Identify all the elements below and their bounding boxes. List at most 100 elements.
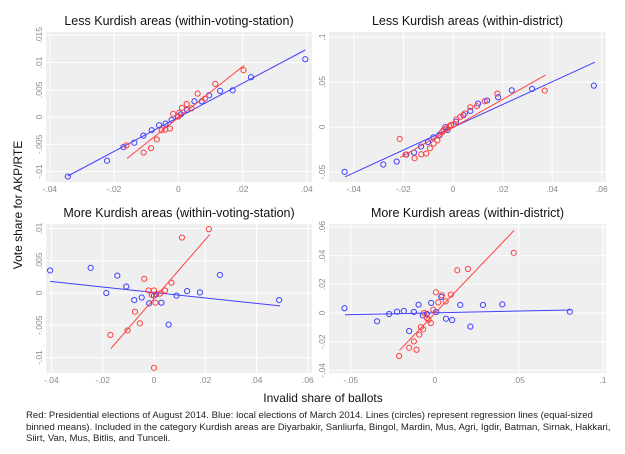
blue-binned-mean-point bbox=[393, 158, 400, 165]
y-axis-label: Vote share for AKP/RTE bbox=[11, 141, 25, 270]
red-binned-mean-point bbox=[240, 67, 247, 74]
red-binned-mean-point bbox=[430, 306, 437, 313]
x-axis-label: Invalid share of ballots bbox=[263, 391, 382, 405]
y-tick-label: .005 bbox=[34, 252, 44, 269]
blue-regression-line bbox=[344, 61, 596, 178]
y-tick-label: .02 bbox=[317, 278, 327, 290]
red-binned-mean-point bbox=[166, 125, 174, 132]
y-tick-label: 0 bbox=[317, 310, 327, 315]
red-binned-mean-point bbox=[447, 121, 455, 129]
blue-binned-mean-point bbox=[393, 308, 401, 315]
blue-binned-mean-point bbox=[442, 315, 450, 322]
red-binned-mean-point bbox=[467, 104, 474, 111]
red-binned-mean-point bbox=[447, 291, 454, 298]
red-binned-mean-point bbox=[423, 150, 430, 157]
red-binned-mean-point bbox=[432, 289, 440, 296]
y-tick-label: 0 bbox=[317, 124, 327, 129]
x-tick-label: .02 bbox=[237, 184, 249, 194]
x-tick-label: 0 bbox=[176, 184, 181, 194]
red-binned-mean-point bbox=[454, 267, 461, 274]
blue-binned-mean-point bbox=[566, 308, 573, 315]
red-binned-mean-point bbox=[494, 90, 501, 97]
red-binned-mean-point bbox=[178, 104, 185, 111]
red-binned-mean-point bbox=[426, 145, 434, 152]
y-tick-label: 0 bbox=[34, 114, 44, 119]
x-tick-label: -.04 bbox=[346, 184, 361, 194]
red-binned-mean-point bbox=[175, 113, 182, 120]
red-binned-mean-point bbox=[158, 127, 165, 134]
red-binned-mean-point bbox=[413, 346, 420, 353]
blue-binned-mean-point bbox=[183, 287, 191, 295]
blue-binned-mean-point bbox=[417, 143, 425, 150]
blue-regression-line bbox=[50, 280, 280, 307]
blue-binned-mean-point bbox=[87, 264, 94, 271]
x-tick-label: 0 bbox=[152, 375, 157, 385]
red-binned-mean-point bbox=[212, 80, 219, 87]
red-binned-mean-point bbox=[411, 155, 418, 162]
red-binned-mean-point bbox=[442, 298, 449, 305]
y-tick-label: -.005 bbox=[34, 134, 44, 154]
y-tick-label: .01 bbox=[34, 222, 44, 234]
red-binned-mean-point bbox=[438, 292, 446, 299]
plot-background bbox=[329, 224, 606, 373]
x-tick-label: .04 bbox=[301, 184, 313, 194]
red-binned-mean-point bbox=[141, 275, 148, 282]
red-binned-mean-point bbox=[176, 109, 183, 116]
y-tick-label: -.05 bbox=[317, 165, 327, 180]
red-binned-mean-point bbox=[124, 327, 131, 334]
blue-binned-mean-point bbox=[449, 316, 456, 324]
red-binned-mean-point bbox=[153, 136, 160, 143]
red-binned-mean-point bbox=[481, 98, 488, 105]
red-binned-mean-point bbox=[430, 140, 437, 147]
x-tick-label: -.02 bbox=[95, 375, 110, 385]
red-binned-mean-point bbox=[168, 279, 175, 286]
red-binned-mean-point bbox=[402, 151, 409, 158]
red-binned-mean-point bbox=[123, 142, 130, 149]
blue-binned-mean-point bbox=[423, 310, 430, 318]
blue-binned-mean-point bbox=[155, 122, 163, 129]
red-binned-mean-point bbox=[473, 103, 481, 110]
x-tick-label: .06 bbox=[596, 184, 608, 194]
blue-binned-mean-point bbox=[173, 292, 180, 299]
blue-binned-mean-point bbox=[191, 98, 198, 105]
blue-binned-mean-point bbox=[247, 74, 255, 81]
red-binned-mean-point bbox=[152, 299, 159, 306]
panel-3: More Kurdish areas (within-voting-statio… bbox=[34, 206, 314, 385]
x-tick-label: .04 bbox=[251, 375, 263, 385]
x-tick-label: -.02 bbox=[107, 184, 122, 194]
red-binned-mean-point bbox=[435, 299, 442, 306]
blue-binned-mean-point bbox=[428, 299, 435, 307]
x-tick-label: -.02 bbox=[396, 184, 411, 194]
panel-title: More Kurdish areas (within-voting-statio… bbox=[63, 206, 294, 220]
panel-title: More Kurdish areas (within-district) bbox=[371, 206, 564, 220]
blue-binned-mean-point bbox=[415, 301, 422, 308]
y-tick-label: -.01 bbox=[34, 350, 44, 365]
blue-binned-mean-point bbox=[590, 82, 597, 89]
panel-title: Less Kurdish areas (within-district) bbox=[372, 14, 563, 28]
red-binned-mean-point bbox=[395, 352, 403, 360]
x-tick-label: -.04 bbox=[43, 184, 58, 194]
red-binned-mean-point bbox=[188, 105, 195, 112]
blue-binned-mean-point bbox=[406, 327, 413, 335]
blue-binned-mean-point bbox=[529, 85, 536, 93]
blue-binned-mean-point bbox=[131, 297, 138, 304]
red-binned-mean-point bbox=[150, 364, 158, 371]
x-tick-label: .02 bbox=[497, 184, 509, 194]
red-binned-mean-point bbox=[170, 110, 177, 117]
blue-binned-mean-point bbox=[217, 87, 224, 95]
red-binned-mean-point bbox=[396, 135, 403, 143]
y-tick-label: .06 bbox=[317, 221, 327, 233]
red-binned-mean-point bbox=[156, 290, 163, 297]
red-binned-mean-point bbox=[194, 90, 201, 97]
plot-background bbox=[46, 224, 312, 373]
blue-regression-line bbox=[344, 309, 571, 316]
blue-binned-mean-point bbox=[460, 112, 467, 119]
y-tick-label: .04 bbox=[317, 249, 327, 261]
blue-binned-mean-point bbox=[229, 87, 236, 94]
y-tick-label: .1 bbox=[317, 33, 327, 40]
blue-binned-mean-point bbox=[386, 310, 393, 318]
blue-binned-mean-point bbox=[114, 272, 121, 279]
panel-2: Less Kurdish areas (within-district) -.04… bbox=[317, 14, 608, 194]
red-binned-mean-point bbox=[205, 226, 212, 233]
blue-binned-mean-point bbox=[302, 56, 309, 63]
